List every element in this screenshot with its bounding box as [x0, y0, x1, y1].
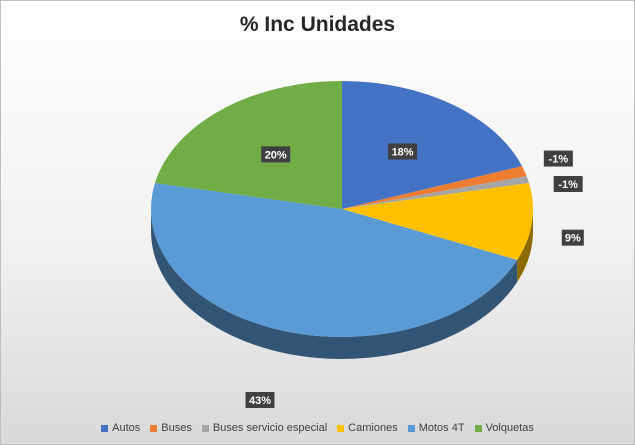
pie-sides [151, 209, 533, 360]
legend-label: Camiones [348, 422, 398, 434]
legend-item-buses-servicio-especial: Buses servicio especial [201, 422, 328, 434]
data-label-motos-4t: 43% [245, 392, 275, 408]
data-label-autos: 18% [388, 143, 418, 160]
slice-side-camiones [517, 209, 533, 282]
legend-label: Volquetas [485, 422, 534, 434]
slice-buses[interactable] [342, 166, 527, 209]
legend-swatch [407, 424, 415, 432]
legend-swatch [150, 424, 158, 432]
svg-text:20%: 20% [265, 149, 287, 161]
svg-text:18%: 18% [392, 146, 414, 158]
slice-side-motos-4t [151, 209, 518, 360]
legend-item-autos: Autos [101, 422, 140, 434]
slice-volquetas[interactable] [154, 81, 342, 209]
slice-buses-servicio-especial[interactable] [342, 176, 530, 209]
legend-swatch [201, 424, 209, 432]
legend-swatch [474, 424, 482, 432]
legend-item-buses: Buses [150, 422, 192, 434]
data-label-buses: -1% [543, 150, 573, 167]
legend-swatch [337, 424, 345, 432]
slice-motos-4t[interactable] [150, 182, 518, 338]
slice-camiones[interactable] [342, 182, 533, 260]
legend-label: Buses servicio especial [212, 422, 328, 434]
legend: Autos Buses Buses servicio especial Camione… [1, 422, 634, 434]
svg-text:43%: 43% [249, 395, 271, 407]
chart-title: % Inc Unidades [239, 13, 396, 36]
pie-slices [150, 81, 533, 338]
data-label-volquetas: 20% [261, 146, 291, 163]
svg-text:9%: 9% [565, 233, 581, 245]
data-labels: 18% -1% -1% 9% 43% 20% [245, 143, 584, 408]
legend-item-motos-4t: Motos 4T [407, 422, 465, 434]
slice-autos[interactable] [342, 81, 522, 209]
legend-item-camiones: Camiones [337, 422, 398, 434]
data-label-buses-servicio-especial: -1% [553, 176, 583, 193]
svg-text:-1%: -1% [558, 179, 578, 191]
legend-item-volquetas: Volquetas [474, 422, 534, 434]
legend-label: Motos 4T [418, 422, 465, 434]
legend-label: Autos [112, 422, 141, 434]
data-label-camiones: 9% [561, 229, 584, 246]
svg-text:-1%: -1% [549, 154, 569, 166]
legend-label: Buses [161, 422, 192, 434]
legend-swatch [101, 424, 109, 432]
